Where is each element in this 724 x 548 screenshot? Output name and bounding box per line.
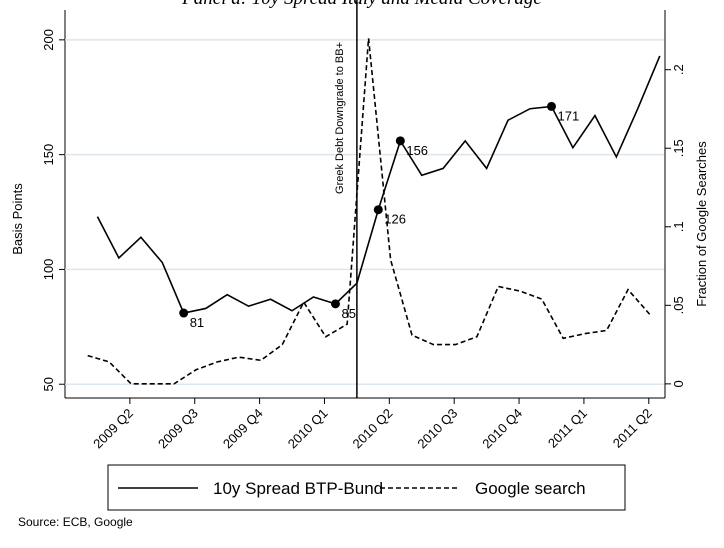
- legend-label: 10y Spread BTP-Bund: [213, 479, 383, 498]
- y-axis-label: Basis Points: [10, 183, 25, 255]
- y2-tick-label: .2: [671, 64, 686, 75]
- x-tick-label: 2011 Q1: [545, 406, 590, 451]
- point-label: 81: [190, 315, 204, 330]
- legend-label: Google search: [475, 479, 586, 498]
- y2-tick-label: 0: [671, 380, 686, 387]
- x-tick-label: 2010 Q1: [285, 406, 331, 452]
- x-tick-label: 2010 Q3: [414, 406, 460, 452]
- y-tick-label: 100: [41, 259, 56, 281]
- point-marker: [546, 101, 556, 111]
- point-marker: [179, 308, 189, 318]
- point-marker: [330, 299, 340, 309]
- point-label: 126: [384, 212, 406, 227]
- x-tick-label: 2011 Q2: [610, 406, 655, 451]
- y2-tick-label: .15: [671, 139, 686, 157]
- x-tick-label: 2010 Q2: [350, 406, 396, 452]
- y2-tick-label: .05: [671, 296, 686, 314]
- y2-axis-label: Fraction of Google Searches: [694, 141, 709, 307]
- source-note: Source: ECB, Google: [18, 515, 133, 529]
- x-tick-label: 2010 Q4: [479, 406, 525, 452]
- y-tick-label: 50: [41, 377, 56, 391]
- x-tick-label: 2009 Q2: [90, 406, 136, 452]
- y2-tick-label: .1: [671, 221, 686, 232]
- x-tick-label: 2009 Q3: [155, 406, 201, 452]
- chart-title: Panel a: 10y Spread Italy and Media Cove…: [181, 0, 542, 9]
- event-label: Greek Debt Downgrade to BB+: [334, 42, 346, 194]
- point-marker: [373, 205, 383, 215]
- x-tick-label: 2009 Q4: [220, 406, 266, 452]
- plot-area: [65, 10, 665, 398]
- point-label: 156: [406, 143, 428, 158]
- point-label: 171: [557, 108, 579, 123]
- point-marker: [395, 136, 405, 146]
- y-tick-label: 200: [41, 29, 56, 51]
- y-tick-label: 150: [41, 144, 56, 166]
- series-line: [87, 38, 651, 385]
